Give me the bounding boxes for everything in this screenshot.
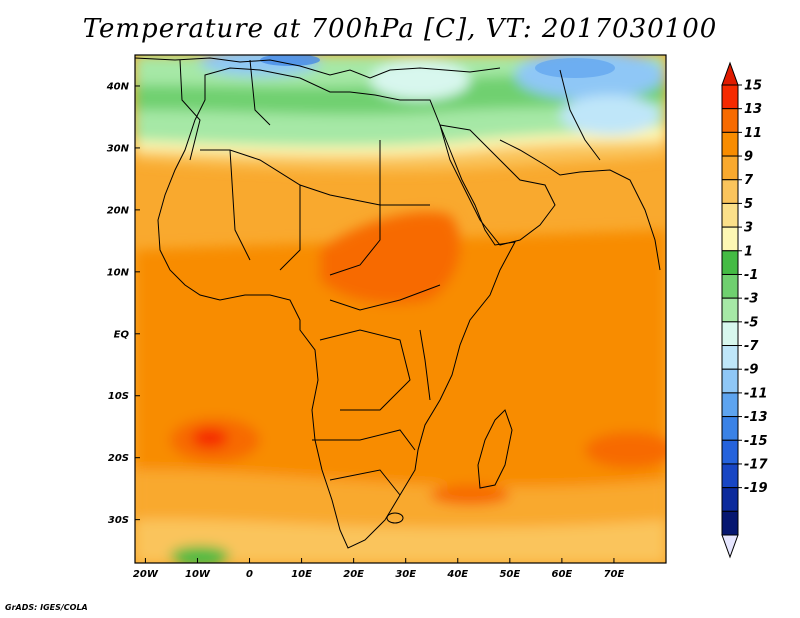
border-south-central: [312, 429, 416, 451]
colorbar-swatch: [721, 226, 739, 252]
colorbar-swatch: [721, 416, 739, 441]
colorbar: 15 13 11 9 7 5 3 1 -1 -3 -5 -7 -9 -11 -13 -15 -17 -19: [721, 61, 768, 559]
colorbar-under-arrow: [721, 534, 739, 559]
lon-tick-label: 10E: [291, 569, 312, 580]
map-frame: [134, 54, 667, 564]
madagascar-coastline: [477, 409, 513, 489]
longitude-axis: 20W 10W 0 10E 20E 30E 40E 50E 60E 70E: [133, 558, 625, 580]
colorbar-label: -1: [744, 268, 758, 283]
iran-coastline: [499, 139, 661, 271]
field-atlantic-hot: [192, 428, 228, 448]
field-mozambique-warm: [430, 485, 510, 505]
colorbar-label: 11: [744, 126, 762, 141]
border-iran-east: [559, 69, 601, 161]
colorbar-label: -13: [744, 410, 768, 425]
colorbar-swatch: [721, 108, 739, 133]
colorbar-swatch: [721, 131, 739, 157]
lon-tick-label: 20W: [133, 569, 159, 580]
border-congo: [319, 329, 411, 411]
europe-coastline: [135, 57, 501, 79]
lon-tick-label: 10W: [185, 569, 211, 580]
border-central: [329, 284, 441, 311]
colorbar-swatch: [721, 463, 739, 489]
lat-tick-label: 20N: [107, 205, 130, 216]
colorbar-swatch: [721, 297, 739, 323]
colorbar-label: -5: [744, 315, 758, 330]
field-cold-pakistan: [560, 95, 660, 135]
border-lesotho: [386, 512, 404, 524]
latitude-axis: 40N 30N 20N 10N EQ 10S 20S 30S: [106, 81, 140, 526]
colorbar-swatch: [721, 368, 739, 394]
colorbar-label: -19: [744, 481, 768, 496]
colorbar-swatch: [721, 179, 739, 204]
colorbar-swatch: [721, 155, 739, 181]
arabia-coastline: [439, 124, 556, 246]
lat-tick-label: 30S: [108, 515, 129, 526]
border-morocco: [179, 59, 201, 161]
colorbar-label: 1: [744, 244, 753, 259]
field-blue-core: [260, 55, 320, 66]
lon-tick-label: 70E: [604, 569, 625, 580]
colorbar-swatch: [721, 345, 739, 370]
colorbar-swatch: [721, 321, 739, 347]
colorbar-swatch: [721, 510, 739, 536]
lat-tick-label: EQ: [114, 329, 130, 340]
africa-coastline: [157, 67, 516, 549]
colorbar-label: 5: [744, 197, 753, 212]
map-title: Temperature at 700hPa [C], VT: 201703010…: [82, 14, 718, 44]
colorbar-swatch: [721, 273, 739, 299]
lat-tick-label: 10N: [107, 267, 130, 278]
border-chad: [329, 205, 381, 276]
credit-text: GrADS: IGES/COLA: [5, 603, 88, 612]
lon-tick-label: 40E: [446, 569, 468, 580]
field-sahel-warm: [320, 211, 461, 304]
colorbar-label: -7: [744, 339, 759, 354]
colorbar-label: 15: [744, 79, 762, 94]
lon-tick-label: 0: [246, 569, 253, 580]
colorbar-label: 13: [744, 102, 762, 117]
field-indian-warm: [585, 432, 666, 468]
lat-tick-label: 40N: [106, 81, 130, 92]
temperature-field: [135, 55, 666, 563]
colorbar-swatch: [721, 487, 739, 512]
border-west: [229, 149, 251, 261]
field-south-cooler: [135, 519, 666, 563]
lat-tick-label: 30N: [107, 143, 130, 154]
colorbar-label: -17: [744, 457, 768, 472]
field-green-southwest: [170, 546, 230, 563]
colorbar-label: -11: [744, 386, 768, 401]
lon-tick-label: 50E: [499, 569, 520, 580]
lon-tick-label: 60E: [552, 569, 573, 580]
border-niger: [279, 185, 301, 271]
colorbar-label: 7: [744, 173, 754, 188]
coastlines: [135, 57, 661, 549]
lon-tick-label: 20E: [343, 569, 364, 580]
field-blue-core-east: [535, 58, 615, 78]
colorbar-label: 3: [744, 221, 753, 236]
colorbar-label: -9: [744, 363, 758, 378]
border-lakes: [419, 329, 431, 401]
colorbar-swatch: [721, 392, 739, 418]
colorbar-label: -3: [744, 292, 758, 307]
border-south: [329, 469, 401, 496]
field-cold-turkey: [370, 60, 470, 100]
colorbar-over-arrow: [721, 61, 739, 86]
colorbar-swatch: [721, 202, 739, 228]
colorbar-swatch: [721, 84, 739, 110]
border-algeria-tunisia: [249, 59, 271, 126]
colorbar-label: -15: [744, 434, 768, 449]
colorbar-label: 9: [744, 150, 753, 165]
lat-tick-label: 10S: [108, 391, 129, 402]
lat-tick-label: 20S: [108, 453, 129, 464]
colorbar-swatch: [721, 439, 739, 465]
colorbar-swatch: [721, 250, 739, 275]
lon-tick-label: 30E: [395, 569, 416, 580]
